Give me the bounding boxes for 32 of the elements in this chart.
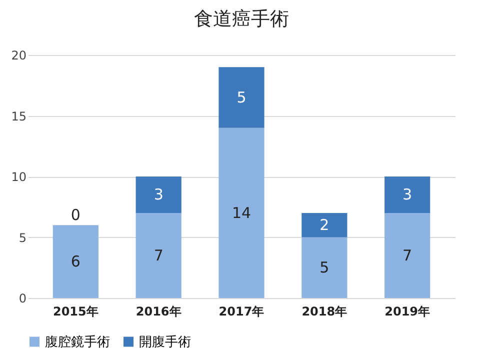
bar	[218, 128, 264, 298]
y-tick-label: 5	[18, 230, 26, 245]
data-label: 6	[70, 252, 80, 271]
legend-label: 腹腔鏡手術	[45, 334, 110, 350]
data-label: 14	[232, 204, 252, 222]
y-tick-label: 20	[11, 48, 26, 62]
x-tick-label: 2019年	[384, 304, 430, 318]
y-tick-label: 15	[11, 109, 26, 124]
data-label: 7	[154, 246, 164, 264]
bar	[136, 212, 182, 298]
bar	[302, 212, 348, 238]
y-tick-label: 0	[18, 292, 26, 306]
data-label: 3	[154, 186, 164, 204]
data-label: 5	[236, 88, 246, 107]
bar	[384, 176, 430, 213]
data-label: 7	[402, 246, 412, 264]
data-label: 0	[70, 206, 80, 224]
bar	[384, 212, 430, 298]
data-label: 5	[320, 258, 330, 277]
bar	[302, 237, 348, 298]
data-label: 2	[320, 216, 330, 234]
x-tick-label: 2018年	[302, 304, 348, 318]
x-tick-label: 2015年	[52, 304, 98, 318]
legend-label: 開腹手術	[139, 334, 191, 350]
y-tick-label: 10	[11, 170, 26, 184]
chart-title: 食道癌手術	[194, 8, 289, 30]
bar	[52, 225, 98, 298]
bar	[218, 67, 264, 128]
bar	[136, 176, 182, 213]
x-tick-label: 2016年	[136, 304, 182, 318]
data-label: 3	[402, 186, 412, 204]
x-tick-label: 2017年	[218, 304, 264, 318]
